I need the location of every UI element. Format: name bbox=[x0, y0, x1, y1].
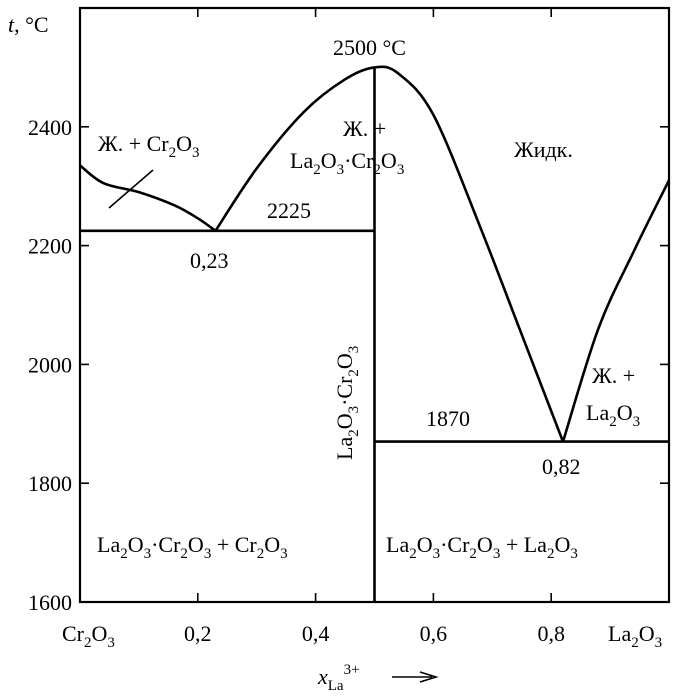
region-liquid: Жидк. bbox=[514, 137, 573, 162]
x-tick-label: 0,6 bbox=[420, 621, 448, 646]
eutectic-left-temp: 2225 bbox=[267, 198, 311, 223]
series-liquidus-compound bbox=[214, 65, 565, 443]
eutectic-right-temp: 1870 bbox=[426, 406, 470, 431]
y-axis-title: t, °C bbox=[8, 12, 49, 37]
curve-group bbox=[79, 65, 671, 602]
x-tick-label: 0,8 bbox=[537, 621, 565, 646]
series-liquidus-right bbox=[561, 179, 671, 442]
x-axis-title: xLa3+ bbox=[317, 662, 360, 694]
region-solid-right: La2O3·Cr2O3 + La2O3 bbox=[386, 532, 578, 562]
x-tick-label: 0,4 bbox=[302, 621, 330, 646]
y-tick-label: 2200 bbox=[28, 234, 72, 259]
region-solid-left: La2O3·Cr2O3 + Cr2O3 bbox=[97, 532, 288, 562]
series-liquidus-left bbox=[79, 164, 217, 232]
x-axis-arrow bbox=[392, 671, 439, 683]
x-tick-label: 0,2 bbox=[184, 621, 212, 646]
compound-vertical-label: La2O3·Cr2O3 bbox=[332, 346, 362, 460]
y-tick-label: 2400 bbox=[28, 115, 72, 140]
region-pointer-line bbox=[108, 169, 154, 209]
region-liquid-la2o3-1: Ж. + bbox=[592, 363, 635, 388]
region-liquid-compound-1: Ж. + bbox=[343, 116, 386, 141]
eutectic-right-comp: 0,82 bbox=[542, 454, 581, 479]
region-liquid-compound-2: La2O3·Cr2O3 bbox=[290, 148, 404, 178]
eutectic-left-comp: 0,23 bbox=[190, 248, 229, 273]
region-liquid-cr2o3: Ж. + Cr2O3 bbox=[98, 131, 200, 161]
y-tick-label: 1800 bbox=[28, 471, 72, 496]
x-end-label-right: La2O3 bbox=[608, 621, 662, 651]
max-temp-label: 2500 °C bbox=[333, 35, 406, 60]
region-liquid-la2o3-2: La2O3 bbox=[586, 400, 640, 430]
tick-group: 1600 1800 2000 2200 2400 0,2 0,4 0,6 0,8 bbox=[28, 8, 669, 646]
x-end-label-left: Cr2O3 bbox=[62, 621, 115, 651]
y-tick-label: 2000 bbox=[28, 352, 72, 377]
y-tick-label: 1600 bbox=[28, 590, 72, 615]
